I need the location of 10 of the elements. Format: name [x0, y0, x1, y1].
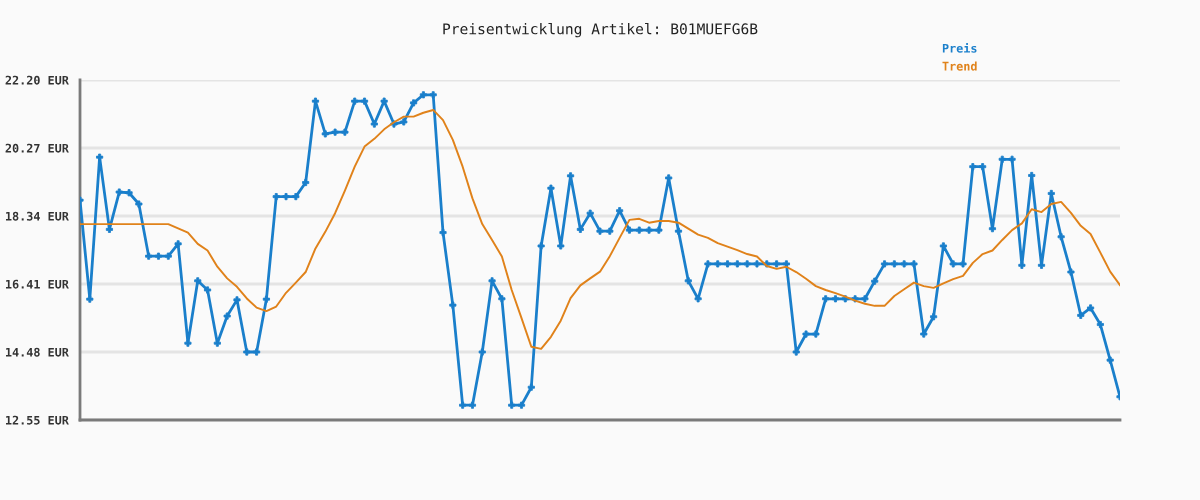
text: Trend	[942, 61, 977, 71]
y-tick-label: 18.34 EUR	[6, 211, 69, 221]
y-tick-label: 14.48 EUR	[6, 347, 69, 357]
y-tick-label: 22.20 EUR	[5, 75, 69, 85]
y-tick-label: 12.55 EUR	[6, 415, 69, 425]
y-tick-label: 16.41 EUR	[6, 279, 69, 289]
y-tick-label: 20.27 EUR	[5, 143, 69, 153]
line-series	[80, 108, 1120, 350]
chart-title: Preisentwicklung Artikel: B01MUEFG6B	[443, 23, 758, 38]
text: Preis	[942, 42, 977, 53]
